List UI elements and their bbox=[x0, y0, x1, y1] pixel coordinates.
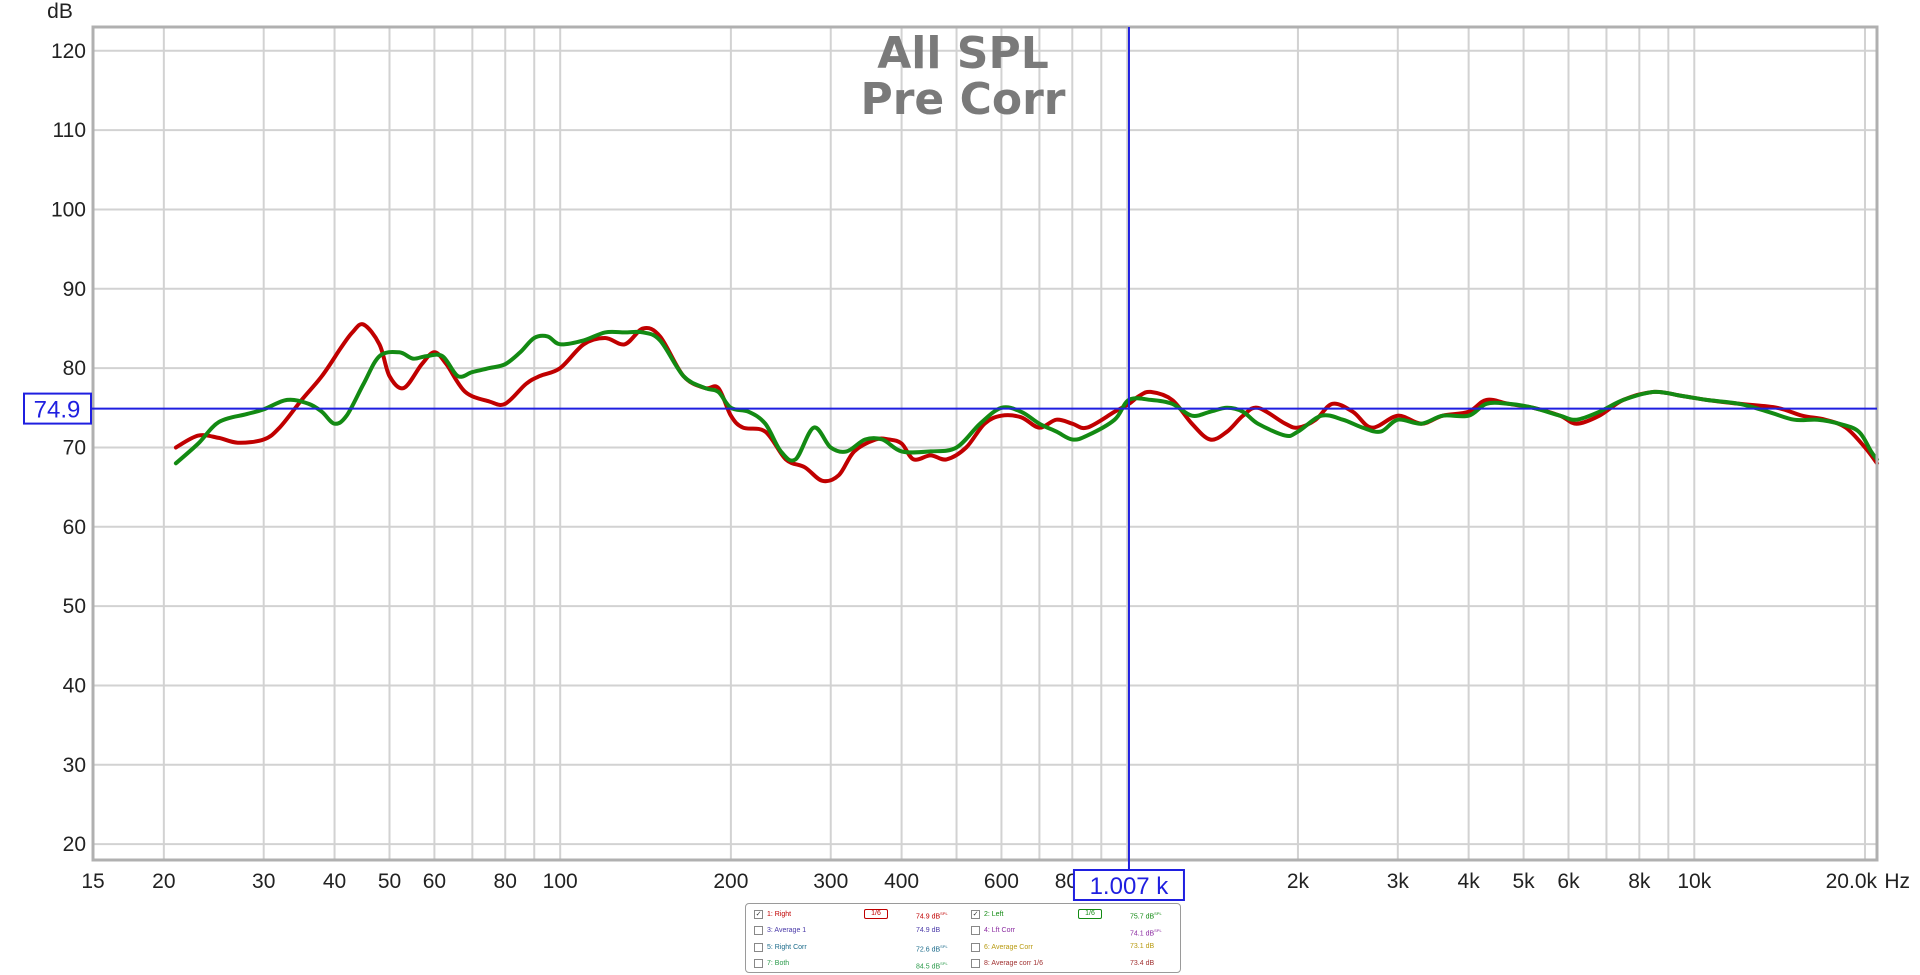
y-tick-label: 60 bbox=[63, 516, 86, 539]
y-tick-label: 40 bbox=[63, 674, 86, 697]
legend-checkbox[interactable]: ✓ bbox=[971, 909, 980, 919]
x-tick-label: 2k bbox=[1287, 870, 1310, 893]
x-tick-label: 15 bbox=[81, 870, 104, 893]
cursor-x-box bbox=[1072, 869, 1185, 901]
cursor-y-box bbox=[23, 392, 92, 425]
x-tick-label: 8k bbox=[1628, 870, 1651, 893]
x-tick-label: 60 bbox=[423, 870, 446, 893]
legend-value: 73.1 dB bbox=[1130, 943, 1155, 950]
legend-checkbox[interactable] bbox=[754, 942, 763, 952]
plot-frame bbox=[91, 25, 1879, 862]
legend-row: 5: Right Corr 72.6 dBSPL 6: Average Corr 73… bbox=[746, 939, 1180, 955]
legend-smoothing-badge[interactable]: 1/6 bbox=[1078, 909, 1102, 919]
plot-background bbox=[93, 27, 1877, 860]
x-tick-label: 6k bbox=[1557, 870, 1580, 893]
cursor-x-label: 1.007 k bbox=[1090, 873, 1170, 900]
x-tick-label: 50 bbox=[378, 870, 401, 893]
x-axis-unit: Hz bbox=[1884, 870, 1910, 893]
cursor[interactable]: 74.9 1.007 k bbox=[23, 27, 1877, 901]
y-tick-label: 30 bbox=[63, 754, 86, 777]
legend-item[interactable]: ✓ 2: Left bbox=[971, 906, 1003, 922]
x-tick-label: 100 bbox=[543, 870, 578, 893]
legend-item[interactable]: 6: Average Corr bbox=[971, 939, 1033, 955]
legend-label: 1: Right bbox=[767, 910, 792, 918]
legend-value: 72.6 dBSPL bbox=[916, 944, 948, 954]
legend-item[interactable]: ✓ 1: Right bbox=[754, 906, 791, 922]
y-tick-label: 70 bbox=[63, 436, 86, 459]
x-tick-label: 400 bbox=[884, 870, 919, 893]
x-tick-label: 300 bbox=[813, 870, 848, 893]
legend-checkbox[interactable] bbox=[754, 926, 763, 935]
y-tick-label: 50 bbox=[63, 595, 86, 618]
y-tick-label: 110 bbox=[53, 119, 86, 142]
x-tick-label: 30 bbox=[252, 870, 275, 893]
legend-label: 8: Average corr 1/6 bbox=[984, 960, 1044, 967]
legend-item[interactable]: 3: Average 1 bbox=[754, 923, 806, 939]
legend-checkbox[interactable] bbox=[754, 959, 763, 968]
legend-value: 74.9 dB bbox=[916, 926, 941, 934]
tick-labels: 20 30 40 50 60 70 80 90 100 110 120 15 20 30 40 50 60 80 1… bbox=[51, 40, 1878, 893]
chart-subtitle: Pre Corr bbox=[860, 74, 1065, 125]
legend-label: 6: Average Corr bbox=[984, 943, 1033, 951]
x-tick-label: 5k bbox=[1512, 870, 1535, 893]
y-tick-label: 90 bbox=[63, 278, 86, 301]
legend-checkbox[interactable] bbox=[971, 942, 980, 952]
x-tick-label: 200 bbox=[713, 870, 748, 893]
x-tick-label: 600 bbox=[984, 870, 1019, 893]
chart-title: All SPL bbox=[877, 28, 1049, 79]
y-tick-label: 20 bbox=[63, 833, 86, 856]
legend-value: 74.1 dBSPL bbox=[1130, 927, 1162, 937]
legend-value: 74.9 dBSPL bbox=[916, 911, 948, 921]
legend-row: 7: Both 84.5 dBSPL 8: Average corr 1/6 73.4… bbox=[746, 956, 1180, 972]
x-tick-label: 10k bbox=[1677, 870, 1711, 893]
legend-checkbox[interactable] bbox=[971, 926, 980, 935]
legend-item[interactable]: 4: Lft Corr bbox=[971, 923, 1015, 939]
legend-label: 2: Left bbox=[984, 910, 1004, 918]
grid bbox=[93, 27, 1877, 860]
legend-row: ✓ 1: Right 1/6 74.9 dBSPL ✓ 2: Left 1/6 75.7 dB… bbox=[746, 906, 1180, 922]
x-tick-label: 4k bbox=[1458, 870, 1481, 893]
x-tick-label: 20.0k bbox=[1826, 870, 1878, 893]
legend-value: 73.4 dB bbox=[1130, 959, 1155, 967]
y-tick-label: 80 bbox=[63, 357, 86, 380]
legend-checkbox[interactable]: ✓ bbox=[754, 909, 763, 919]
x-tick-label: 40 bbox=[323, 870, 346, 893]
x-tick-label: 80 bbox=[494, 870, 517, 893]
legend-label: 3: Average 1 bbox=[767, 927, 807, 934]
y-axis-label: dB bbox=[47, 0, 73, 23]
y-tick-label: 120 bbox=[51, 40, 86, 63]
x-tick-label: 3k bbox=[1387, 870, 1410, 893]
legend-item[interactable]: 5: Right Corr bbox=[754, 939, 807, 955]
legend-item[interactable]: 7: Both bbox=[754, 956, 789, 972]
legend-checkbox[interactable] bbox=[971, 959, 980, 968]
legend-row: 3: Average 1 74.9 dB 4: Lft Corr 74.1 dBSPL bbox=[746, 923, 1180, 939]
x-tick-label: 20 bbox=[152, 870, 175, 893]
legend-panel: ✓ 1: Right 1/6 74.9 dBSPL ✓ 2: Left 1/6 75.7 dB… bbox=[745, 903, 1181, 973]
legend-smoothing-badge[interactable]: 1/6 bbox=[864, 909, 888, 919]
series-line-left bbox=[173, 329, 1879, 466]
legend-label: 5: Right Corr bbox=[767, 943, 807, 951]
series-layer bbox=[173, 322, 1879, 484]
y-tick-label: 100 bbox=[51, 198, 86, 221]
legend-item[interactable]: 8: Average corr 1/6 bbox=[971, 956, 1043, 972]
legend-label: 7: Both bbox=[767, 960, 790, 967]
legend-label: 4: Lft Corr bbox=[984, 927, 1016, 934]
legend-value: 75.7 dBSPL bbox=[1130, 911, 1162, 921]
legend-value: 84.5 dBSPL bbox=[916, 960, 948, 970]
cursor-y-label: 74.9 bbox=[34, 397, 81, 424]
